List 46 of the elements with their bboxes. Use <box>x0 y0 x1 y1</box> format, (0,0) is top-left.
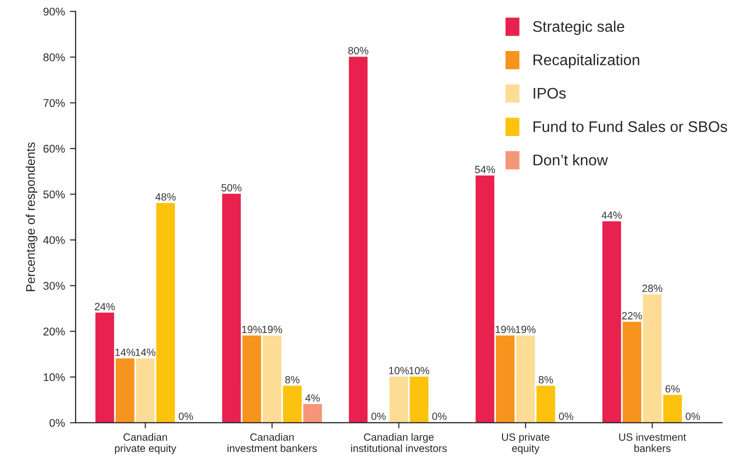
data-label: 50% <box>221 184 242 192</box>
data-label: 6% <box>666 385 680 393</box>
legend-label: Strategic sale <box>533 20 624 35</box>
data-label: 8% <box>538 376 553 384</box>
data-label: 0% <box>558 412 574 420</box>
y-tick-label: 10% <box>44 373 65 382</box>
legend-label: Fund to Fund Sales or SBOs <box>534 120 728 132</box>
data-label: 44% <box>602 212 622 219</box>
legend-label: IPOs <box>534 88 566 99</box>
x-tick-label: Canadian private equity <box>115 433 176 454</box>
data-label: 10% <box>389 366 409 374</box>
legend-label: Don’t know <box>534 154 608 166</box>
data-label: 48% <box>155 193 176 201</box>
data-label: 80% <box>348 46 368 54</box>
y-tick-label: 70% <box>44 99 65 107</box>
data-label: 0% <box>178 412 194 420</box>
data-label: 8% <box>285 376 300 384</box>
data-label: 19% <box>262 326 282 334</box>
data-label: 0% <box>432 412 447 420</box>
x-tick-label: Canadian investment bankers <box>228 433 317 452</box>
data-label: 10% <box>409 366 430 374</box>
data-label: 14% <box>136 348 156 356</box>
data-label: 22% <box>622 312 642 320</box>
data-label: 0% <box>686 412 700 420</box>
legend-label: Recapitalization <box>534 54 640 68</box>
x-tick-label: US private equity <box>502 433 550 454</box>
data-label: 19% <box>516 326 536 334</box>
y-tick-label: 40% <box>43 236 65 244</box>
y-tick-label: 60% <box>44 144 65 153</box>
data-label: 4% <box>305 394 320 402</box>
x-tick-label: Canadian large institutional investors <box>351 433 447 452</box>
data-label: 14% <box>115 348 136 356</box>
data-label: 28% <box>642 284 662 292</box>
data-label: 24% <box>94 302 115 310</box>
y-tick-label: 20% <box>44 328 65 336</box>
y-tick-label: 30% <box>43 282 65 290</box>
y-tick-label: 90% <box>43 8 65 16</box>
y-axis-title: Percentage of respondents <box>26 142 38 292</box>
y-tick-label: 80% <box>43 53 65 62</box>
data-label: 19% <box>242 326 262 334</box>
data-label: 54% <box>474 166 496 174</box>
data-label: 0% <box>371 412 386 420</box>
y-tick-label: 0% <box>50 418 65 427</box>
y-tick-label: 50% <box>43 190 65 198</box>
x-tick-label: US investment bankers <box>619 433 686 452</box>
data-label: 19% <box>496 326 516 334</box>
